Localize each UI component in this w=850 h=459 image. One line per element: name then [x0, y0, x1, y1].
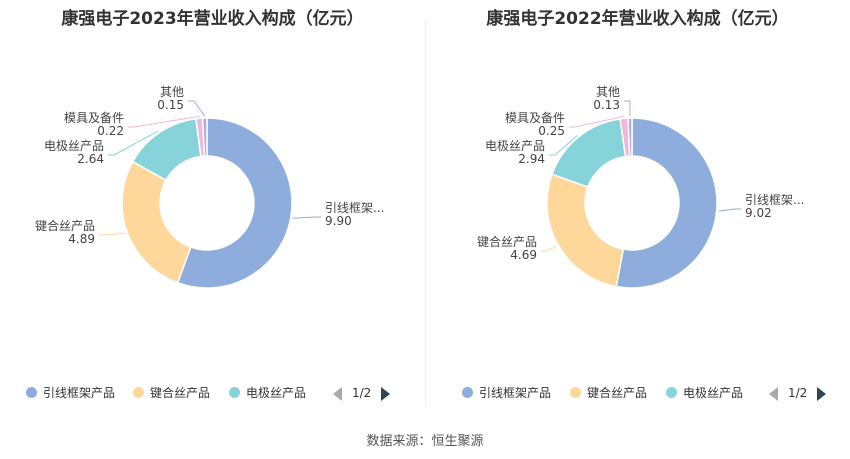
slice-label: 其他: [160, 85, 184, 99]
chart-title-2022: 康强电子2022年营业收入构成（亿元）: [486, 9, 789, 29]
pager-text: 1/2: [788, 386, 808, 400]
slice-value-label: 0.15: [157, 98, 184, 112]
slice-value-label: 4.69: [510, 248, 537, 262]
label-leader-line: [108, 130, 159, 156]
legend-label: 电极丝产品: [683, 386, 744, 400]
slice-label: 电极丝产品: [44, 139, 104, 153]
label-leader-line: [549, 135, 578, 156]
legend-label: 键合丝产品: [150, 386, 211, 400]
legend-item-bonding-wire[interactable]: 键合丝产品: [133, 384, 210, 402]
legend-dot: [666, 387, 677, 398]
chart-panel-2022: 康强电子2022年营业收入构成（亿元） 引线框架... 9.02 键合丝产品 4.69…: [425, 0, 850, 420]
legend-2022: 引线框架产品 键合丝产品 电极丝产品 1/2: [425, 384, 850, 404]
label-leader-line: [718, 208, 741, 212]
legend-label: 电极丝产品: [246, 386, 307, 400]
slice-label: 键合丝产品: [35, 218, 95, 233]
slice-label: 引线框架...: [745, 193, 804, 207]
data-source: 数据来源：恒生聚源: [366, 434, 484, 449]
legend-item-lead-frame[interactable]: 引线框架产品: [26, 384, 115, 402]
pager-text: 1/2: [352, 386, 372, 400]
label-leader-line: [292, 216, 321, 219]
slice-label: 引线框架...: [325, 201, 384, 215]
donut-slice[interactable]: [176, 117, 293, 289]
slice-value-label: 9.02: [745, 206, 772, 220]
donut-slice[interactable]: [615, 117, 718, 289]
legend-dot: [570, 387, 581, 398]
legend-dot: [462, 387, 473, 398]
slice-label: 其他: [596, 85, 620, 99]
donut-slice[interactable]: [201, 117, 208, 157]
slice-value-label: 0.25: [538, 124, 565, 138]
slice-label: 键合丝产品: [477, 234, 537, 249]
label-leader-line: [128, 115, 200, 128]
label-leader-line: [624, 100, 631, 117]
donut-slice[interactable]: [627, 117, 633, 157]
next-page-icon[interactable]: [817, 386, 827, 401]
legend-pager: 1/2: [769, 384, 827, 402]
label-leader-line: [188, 100, 206, 117]
slice-label: 模具及备件: [64, 111, 124, 125]
legend-item-bonding-wire[interactable]: 键合丝产品: [570, 384, 647, 402]
label-leader-line: [569, 115, 624, 128]
prev-page-icon[interactable]: [769, 386, 778, 401]
legend-dot: [133, 387, 144, 398]
slice-value-label: 2.64: [77, 152, 104, 166]
donut-slice[interactable]: [546, 173, 625, 288]
slice-value-label: 4.89: [68, 232, 95, 246]
slice-value-label: 9.90: [325, 214, 352, 228]
slice-value-label: 0.13: [593, 98, 620, 112]
prev-page-icon[interactable]: [333, 386, 342, 401]
legend-label: 引线框架产品: [43, 386, 116, 400]
slice-value-label: 0.22: [97, 124, 124, 138]
legend-pager: 1/2: [333, 384, 391, 402]
legend-item-lead-frame[interactable]: 引线框架产品: [462, 384, 551, 402]
slice-label: 电极丝产品: [485, 139, 545, 153]
legend-item-electrode-wire[interactable]: 电极丝产品: [229, 384, 306, 402]
legend-dot: [229, 387, 240, 398]
legend-label: 引线框架产品: [479, 386, 552, 400]
legend-2023: 引线框架产品 键合丝产品 电极丝产品 1/2: [0, 384, 425, 404]
donut-slice[interactable]: [121, 160, 192, 284]
slice-label: 模具及备件: [505, 111, 565, 125]
label-leader-line: [99, 232, 126, 236]
legend-dot: [26, 387, 37, 398]
chart-panel-2023: 康强电子2023年营业收入构成（亿元） 引线框架... 9.90 键合丝产品 4.89…: [0, 0, 425, 420]
legend-item-electrode-wire[interactable]: 电极丝产品: [666, 384, 743, 402]
panel-divider: [425, 20, 426, 405]
next-page-icon[interactable]: [381, 386, 391, 401]
chart-title-2023: 康强电子2023年营业收入构成（亿元）: [61, 9, 364, 29]
legend-label: 键合丝产品: [587, 386, 648, 400]
label-leader-line: [541, 245, 557, 252]
slice-value-label: 2.94: [518, 152, 545, 166]
